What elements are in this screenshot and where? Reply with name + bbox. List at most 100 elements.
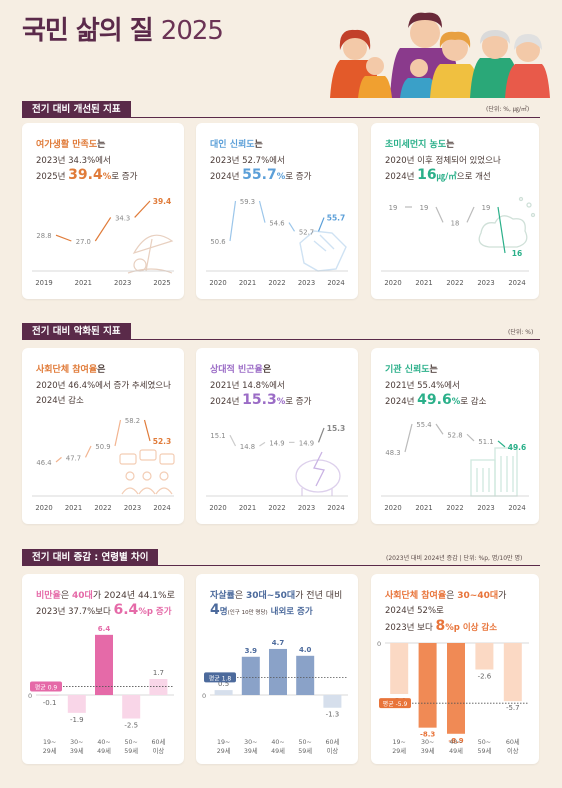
x-tick-label: 2021 [239, 504, 256, 512]
x-tick-label: 2020 [209, 279, 226, 287]
x-tick-label: 2024 [508, 279, 525, 287]
card-head: 여가생활 만족도 [36, 140, 98, 150]
card-line2-post: 으로 개선 [456, 172, 491, 182]
section-unit: (단위: %) [508, 329, 534, 336]
card-line2-pre: 2024년 [385, 397, 418, 407]
card-leisure: 여가생활 만족도는 2023년 34.3%에서 2025년 39.4%로 증가 … [22, 123, 184, 299]
x-tick-label: 2022 [268, 279, 285, 287]
card-line1: 2024년 52%로 [385, 606, 444, 616]
x-tick-label: 2022 [268, 504, 285, 512]
series-segment [259, 441, 266, 447]
zero-tick-label: 0 [202, 692, 206, 700]
average-label: 평균 0.9 [35, 684, 58, 692]
data-label: 52.7 [299, 228, 314, 236]
series-segment [55, 456, 62, 463]
x-tick-label: 2024 [327, 504, 344, 512]
x-tick-label: 49세 [97, 746, 111, 755]
data-label: 59.3 [240, 198, 255, 206]
data-label: 47.7 [66, 454, 81, 462]
x-tick-label: 2022 [94, 504, 111, 512]
card-line2-post: 로 증가 [285, 397, 312, 407]
series-segment [404, 423, 413, 453]
x-tick-label: 60세 [151, 737, 165, 746]
data-label: 28.8 [36, 232, 51, 240]
zero-tick-label: 0 [28, 692, 32, 700]
series-segment [229, 200, 237, 242]
average-label: 평균 1.8 [209, 674, 232, 682]
card-interpersonal-trust: 대인 신뢰도는 2023년 52.7%에서 2024년 55.7%로 증가 50… [196, 123, 358, 299]
data-label: 14.8 [240, 443, 255, 451]
card-head-4: 가 2024년 44.1%로 [92, 591, 175, 601]
card-unit: 명 [219, 607, 228, 617]
x-tick-label: 2023 [298, 279, 315, 287]
chart-leisure: 28.8 2019 27.0 2021 34.3 2023 39.4 2025 [32, 197, 174, 287]
section-divider [22, 339, 540, 340]
data-label: 39.4 [153, 197, 172, 206]
card-head-tail: 은 [262, 365, 272, 375]
card-line2-pre: 2023년 37.7%보다 [36, 607, 114, 617]
data-label: -1.3 [326, 711, 340, 719]
card-head: 비만율 [36, 591, 61, 601]
bar [296, 655, 315, 695]
data-label: -2.5 [124, 722, 138, 730]
bar [241, 656, 260, 695]
broken-piggy-bank-icon [295, 451, 341, 496]
x-tick-label: 50~ [125, 739, 138, 746]
card-head: 대인 신뢰도 [210, 140, 255, 150]
data-label: 55.7 [327, 214, 346, 223]
card-head-2: 은 [60, 591, 72, 601]
average-badge [379, 698, 411, 709]
series-segment [317, 427, 325, 443]
x-tick-label: 이상 [153, 746, 165, 755]
bar [149, 679, 168, 695]
bar [447, 643, 465, 734]
card-head: 상대적 빈곤율 [210, 365, 263, 375]
bar [323, 695, 342, 708]
x-tick-label: 2024 [327, 279, 344, 287]
data-label: -1.9 [70, 716, 84, 724]
series-segment [435, 206, 444, 223]
x-tick-label: 2021 [239, 279, 256, 287]
section-divider [22, 565, 540, 566]
x-tick-label: 2021 [415, 504, 432, 512]
x-tick-label: 2023 [298, 504, 315, 512]
card-social-participation-age: 사회단체 참여율은 30~40대가 2024년 52%로 2023년 보다 8%… [371, 574, 539, 764]
x-tick-label: 59세 [477, 746, 491, 755]
data-label: -2.6 [478, 673, 492, 681]
bar [40, 695, 59, 696]
series-segment [466, 206, 475, 223]
data-label: 0.5 [218, 680, 229, 688]
series-segment [435, 423, 444, 435]
data-label: -8.9 [448, 737, 463, 745]
x-tick-label: 60세 [325, 737, 339, 746]
average-label: 평균 -5.9 [383, 700, 408, 708]
series-segment [134, 200, 151, 218]
card-line2-post: 증가 [152, 607, 172, 617]
series-segment [143, 419, 151, 442]
card-highlight: 39.4 [68, 167, 103, 183]
data-label: 3.9 [245, 647, 258, 655]
card-head-tail: 은 [97, 365, 106, 375]
x-tick-label: 50~ [478, 739, 491, 746]
data-label: 19 [420, 204, 429, 212]
card-small-note: (인구 10만 명당) [227, 610, 268, 616]
card-unit: ㎍/㎥ [436, 172, 457, 182]
card-line1: 2020년 46.4%에서 증가 추세였으나 [36, 381, 171, 391]
data-label: 15.3 [327, 424, 346, 433]
card-line2: 2024년 감소 [36, 396, 84, 406]
x-tick-label: 2022 [446, 504, 463, 512]
card-head-3: 30~40대 [457, 591, 499, 601]
people-illustration [330, 12, 550, 98]
card-head: 자살률 [210, 591, 235, 601]
card-relative-poverty: 상대적 빈곤율은 2021년 14.8%에서 2024년 15.3%로 증가 1… [196, 348, 358, 524]
chart-social-participation-age: 0-5.019~29세-8.330~39세-8.940~49세-2.650~59… [377, 640, 529, 755]
data-label: 14.9 [269, 439, 284, 447]
bar [269, 648, 287, 695]
card-highlight: 6.4 [113, 602, 139, 618]
bar [67, 695, 86, 713]
data-label: 52.8 [447, 431, 462, 439]
data-label: 19 [482, 204, 491, 212]
card-unit: % [102, 172, 112, 182]
card-unit: %p [138, 607, 153, 617]
x-tick-label: 30~ [421, 739, 434, 746]
